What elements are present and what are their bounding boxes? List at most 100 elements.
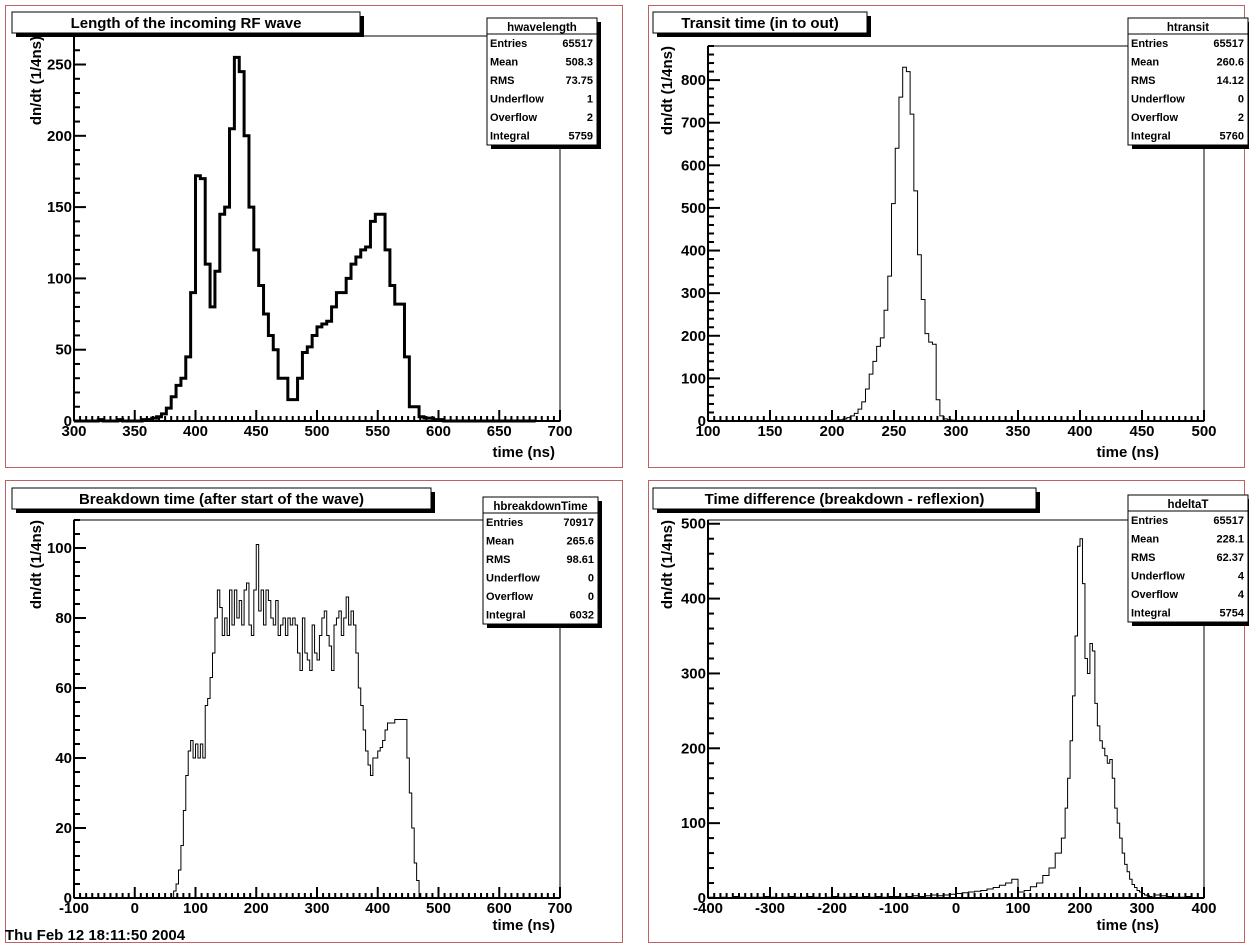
title-box [652,11,868,34]
y-tick-label: 150 [47,199,72,216]
chart-title: Breakdown time (after start of the wave) [79,491,364,508]
stats-label: RMS [1131,552,1155,564]
x-tick-label: 100 [695,423,720,440]
y-tick-label: 20 [55,820,72,837]
x-tick-label: -100 [59,900,89,917]
stats-frame [482,496,599,625]
y-tick-label: 60 [55,680,72,697]
title-box [652,487,1037,510]
stats-value: 4 [1238,589,1245,601]
x-axis-label: time (ns) [1096,917,1159,934]
stats-value: 65517 [562,38,593,50]
x-tick-label: 0 [131,900,139,917]
histogram-series [74,55,536,423]
chart-title: Time difference (breakdown - reflexion) [705,491,985,508]
stats-value: 0 [588,573,594,585]
stats-label: Entries [490,38,527,50]
x-tick-label: 450 [244,423,269,440]
stats-label: Overflow [1131,589,1179,601]
y-tick-label: 800 [681,72,706,89]
x-tick-label: 700 [547,423,572,440]
y-tick-label: 300 [681,665,706,682]
y-axis-label: dn/dt (1/4ns) [28,36,45,125]
chart-title: Length of the incoming RF wave [71,15,302,32]
stats-box: hwavelength Entries 65517 Mean 508.3 RMS 73.75… [486,17,601,149]
x-tick-label: 600 [426,423,451,440]
x-tick-label: 400 [365,900,390,917]
stats-frame [1127,494,1249,623]
x-tick-label: 500 [1191,423,1216,440]
x-tick-label: 300 [304,900,329,917]
y-axis-label: dn/dt (1/4ns) [659,46,676,135]
y-axis-label: dn/dt (1/4ns) [659,520,676,609]
stats-box: hbreakdownTime Entries 70917 Mean 265.6 RMS 98… [482,496,602,628]
x-tick-label: 650 [487,423,512,440]
stats-label: Mean [486,536,514,548]
x-tick-label: 200 [1067,900,1092,917]
y-tick-label: 500 [681,516,706,533]
stats-label: Entries [486,517,523,529]
x-tick-label: 150 [757,423,782,440]
x-tick-label: 300 [61,423,86,440]
stats-label: Overflow [486,591,534,603]
y-tick-label: 0 [64,890,72,907]
stats-value: 14.12 [1216,75,1244,87]
x-tick-label: 500 [426,900,451,917]
x-axis-label: time (ns) [492,917,555,934]
stats-label: Overflow [490,112,538,124]
stats-label: RMS [490,75,514,87]
x-tick-label: -200 [817,900,847,917]
stats-value: 0 [1238,94,1244,106]
y-tick-label: 200 [681,740,706,757]
x-tick-label: 250 [881,423,906,440]
stats-label: Mean [1131,57,1159,69]
y-tick-label: 0 [698,890,706,907]
x-tick-label: 0 [952,900,960,917]
stats-label: Integral [490,131,530,143]
x-axis-label: time (ns) [492,444,555,461]
stats-value: 73.75 [565,75,593,87]
stats-value: 1 [587,94,593,106]
stats-label: Integral [1131,608,1171,620]
stats-name: hwavelength [507,22,577,34]
stats-label: Overflow [1131,112,1179,124]
stats-value: 5760 [1220,131,1244,143]
stats-value: 260.6 [1216,57,1244,69]
stats-value: 6032 [570,610,594,622]
y-tick-label: 100 [47,270,72,287]
x-tick-label: 500 [304,423,329,440]
x-tick-label: 400 [1191,900,1216,917]
stats-label: Integral [486,610,526,622]
y-tick-label: 600 [681,157,706,174]
stats-value: 70917 [563,517,594,529]
histogram-series [831,66,963,422]
x-tick-label: 400 [1067,423,1092,440]
stats-value: 5754 [1220,608,1245,620]
x-tick-label: 100 [1005,900,1030,917]
x-axis-label: time (ns) [1096,444,1159,461]
stats-value: 508.3 [565,57,593,69]
stats-value: 62.37 [1216,552,1244,564]
y-tick-label: 80 [55,610,72,627]
stats-value: 2 [587,112,593,124]
y-tick-label: 100 [47,540,72,557]
x-tick-label: 200 [819,423,844,440]
stats-label: Mean [1131,534,1159,546]
stats-label: Mean [490,57,518,69]
y-tick-label: 100 [681,815,706,832]
stats-label: RMS [1131,75,1155,87]
stats-value: 265.6 [566,536,594,548]
stats-value: 65517 [1213,38,1244,50]
y-tick-label: 400 [681,243,706,260]
y-tick-label: 0 [64,413,72,430]
stats-value: 5759 [569,131,593,143]
stats-label: Underflow [1131,94,1185,106]
title-box [11,487,432,510]
y-tick-label: 50 [55,342,72,359]
stats-frame [1127,17,1249,146]
y-axis-label: dn/dt (1/4ns) [28,520,45,609]
chart-pad-3: -100 0 100 200 300 400 500 600 700020406080100ti… [5,480,623,943]
x-tick-label: 400 [183,423,208,440]
